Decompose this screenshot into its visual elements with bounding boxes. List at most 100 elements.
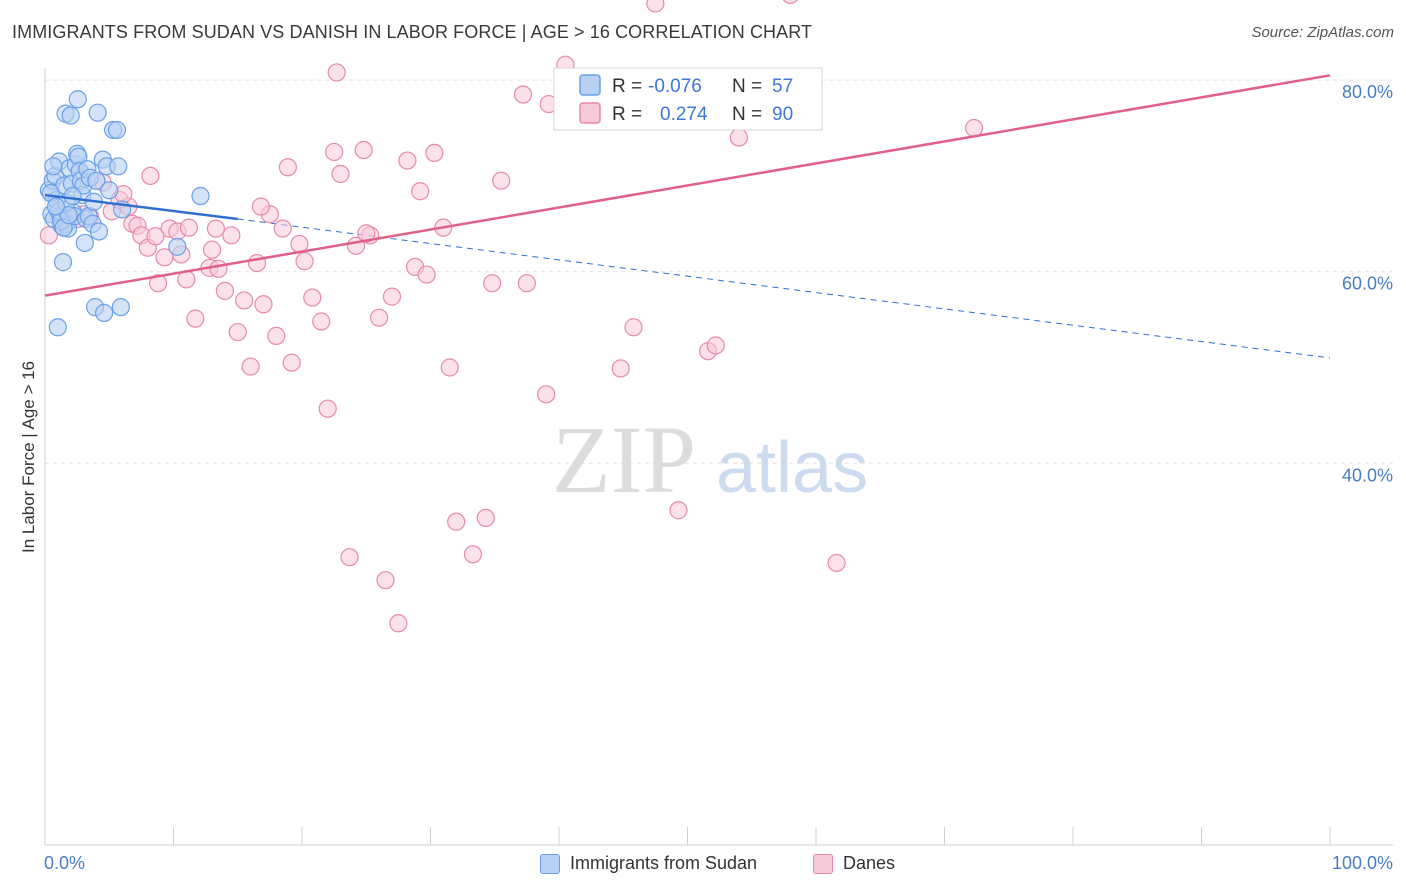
danes-point: [382, 287, 402, 306]
danes-point: [483, 274, 502, 293]
watermark-atlas: atlas: [716, 428, 868, 508]
danes-point: [463, 545, 483, 564]
watermark-zip: ZIP: [552, 406, 696, 513]
y-tick-label: 60.0%: [1342, 274, 1393, 294]
danes-point: [327, 63, 346, 82]
legend-bottom: Immigrants from Sudan Danes: [0, 850, 1406, 880]
sudan-point: [61, 106, 80, 125]
legend-n-value-2: 90: [772, 104, 793, 125]
legend-swatch-danes-bottom: [813, 853, 833, 874]
danes-trend-line: [44, 74, 1331, 297]
x-tick-label-min: 0.0%: [44, 853, 85, 873]
sudan-point: [48, 318, 67, 337]
danes-point: [476, 508, 495, 528]
sudan-point: [111, 298, 130, 317]
chart-title: IMMIGRANTS FROM SUDAN VS DANISH IN LABOR…: [12, 22, 813, 42]
danes-point: [411, 182, 430, 201]
danes-point: [141, 166, 160, 185]
danes-point: [357, 224, 376, 243]
legend-item-danes[interactable]: Danes: [813, 853, 895, 874]
sudan-point: [59, 206, 78, 225]
sudan-point: [68, 90, 87, 109]
y-tick-label: 80.0%: [1342, 82, 1393, 102]
sudan-point: [63, 186, 82, 206]
sudan-point: [75, 233, 94, 253]
danes-point: [447, 512, 466, 531]
danes-point: [209, 259, 228, 278]
danes-point: [669, 501, 688, 520]
sudan-point: [168, 237, 187, 256]
legend-n-value-1: 57: [772, 76, 793, 97]
danes-point: [370, 308, 389, 327]
trend-solid-layer: [44, 74, 1331, 297]
danes-point: [267, 326, 286, 345]
y-axis-label: In Labor Force | Age > 16: [19, 361, 38, 553]
sudan-trend-dashed: [237, 218, 1331, 359]
danes-point: [318, 399, 337, 418]
sudan-point: [100, 181, 119, 200]
legend-n-label-1: N =: [732, 76, 762, 97]
danes-point: [202, 240, 222, 259]
danes-point: [282, 353, 301, 372]
danes-point: [706, 336, 725, 355]
legend-label-danes: Danes: [843, 853, 896, 873]
danes-point: [611, 359, 630, 378]
legend-label-sudan: Immigrants from Sudan: [570, 853, 758, 873]
sudan-point: [89, 222, 109, 241]
danes-point: [517, 274, 536, 293]
legend-swatch-sudan-bottom: [540, 853, 560, 874]
danes-point: [782, 0, 798, 4]
source-credit: Source: ZipAtlas.com: [1251, 24, 1394, 41]
sudan-trend-line: [44, 193, 238, 221]
sudan-point: [109, 157, 128, 176]
danes-point: [325, 142, 344, 162]
sudan-point: [46, 197, 66, 216]
danes-point: [537, 385, 556, 404]
danes-point: [440, 358, 459, 377]
danes-point: [389, 614, 408, 633]
danes-point: [273, 219, 292, 238]
danes-point: [729, 128, 749, 147]
sudan-point: [53, 253, 73, 272]
x-tick-label-max: 100.0%: [1332, 853, 1393, 873]
danes-point: [254, 295, 273, 314]
danes-point: [228, 322, 247, 342]
danes-point: [331, 164, 350, 184]
danes-point: [624, 318, 643, 337]
legend-r-label-1: R =: [612, 76, 642, 97]
tick-labels: 40.0%60.0%80.0%100.0%0.0%100.0%: [44, 82, 1393, 873]
danes-point: [39, 226, 58, 245]
danes-point: [215, 281, 234, 300]
danes-point: [241, 357, 260, 376]
danes-point: [235, 291, 254, 310]
danes-point: [425, 143, 444, 163]
sudan-point: [191, 186, 210, 206]
legend-item-sudan[interactable]: Immigrants from Sudan: [540, 853, 757, 874]
trend-dashed-layer: [237, 218, 1331, 359]
sudan-point: [87, 171, 106, 190]
legend-r-label-2: R =: [612, 104, 642, 125]
danes-point: [295, 252, 314, 271]
danes-point: [312, 312, 331, 331]
danes-point: [417, 265, 436, 284]
sudan-point: [107, 120, 127, 140]
danes-point: [179, 218, 199, 237]
danes-point: [251, 197, 270, 216]
danes-point: [398, 151, 417, 170]
danes-point: [303, 288, 322, 307]
watermark: ZIP atlas: [552, 406, 868, 513]
sudan-point: [44, 157, 63, 176]
danes-point: [146, 227, 165, 246]
danes-point: [278, 158, 297, 177]
y-tick-label: 40.0%: [1342, 465, 1393, 485]
legend-r-value-2: 0.274: [660, 104, 708, 125]
danes-point: [222, 226, 241, 245]
legend-top: R = -0.076 N = 57 R = 0.274 N = 90: [553, 67, 823, 131]
danes-point: [964, 118, 984, 138]
danes-point: [186, 309, 205, 328]
legend-n-label-2: N =: [732, 104, 762, 125]
danes-point: [827, 553, 846, 573]
legend-r-value-1: -0.076: [648, 76, 702, 97]
danes-point: [646, 0, 665, 13]
